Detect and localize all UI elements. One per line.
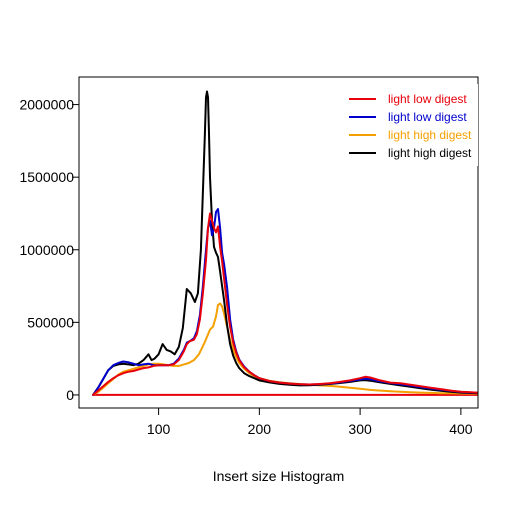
x-tick-label: 200 [248, 421, 272, 437]
x-tick-label: 100 [147, 421, 171, 437]
legend-label: light low digest [388, 110, 467, 124]
y-tick-label: 0 [66, 387, 74, 403]
legend-label: light high digest [388, 146, 472, 160]
y-tick-label: 2000000 [19, 97, 74, 113]
y-tick-label: 1000000 [19, 242, 74, 258]
x-tick-label: 400 [449, 421, 473, 437]
legend: light low digest light low digest light hi… [336, 84, 488, 166]
x-tick-label: 300 [348, 421, 372, 437]
y-tick-label: 500000 [27, 314, 74, 330]
y-tick-label: 1500000 [19, 169, 74, 185]
legend-label: light low digest [388, 92, 467, 106]
legend-label: light high digest [388, 128, 472, 142]
x-axis-title: Insert size Histogram [213, 468, 344, 484]
